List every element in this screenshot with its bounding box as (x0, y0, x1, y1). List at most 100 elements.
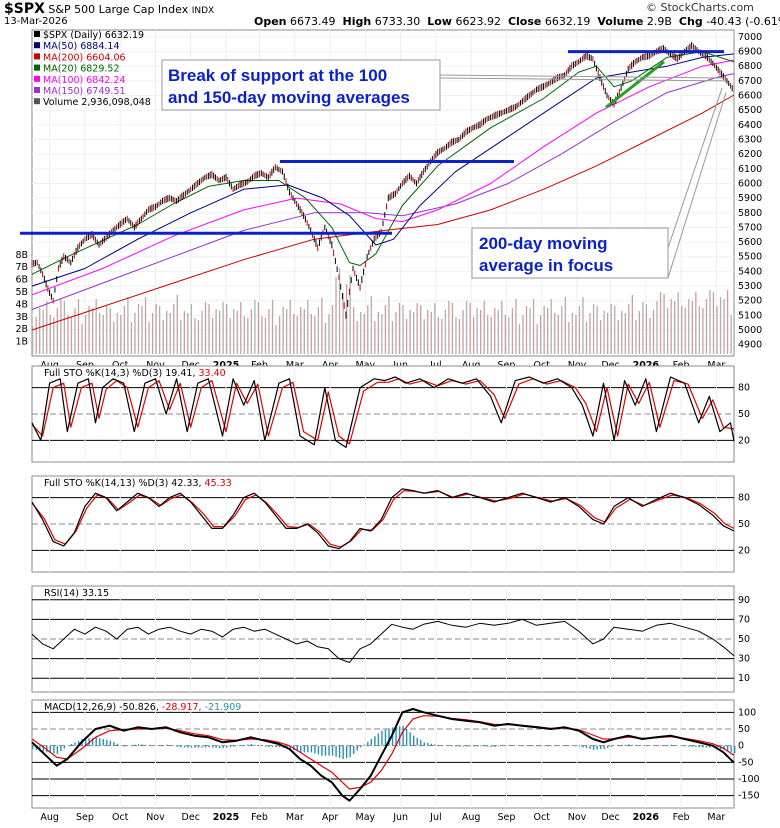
volume-bar (335, 277, 337, 354)
macd-macd_path (31, 708, 735, 802)
volume-bar (95, 299, 97, 354)
volume-bar (395, 312, 397, 354)
volume-bar (409, 310, 411, 354)
volume-bar (310, 314, 312, 354)
volume-bar (162, 320, 164, 354)
full-sto-14-13-y-tick-label: 80 (738, 493, 750, 504)
macd-histogram-bar (480, 745, 482, 747)
volume-bar (137, 304, 140, 354)
macd-histogram-bar (187, 745, 189, 748)
volume-bar (166, 311, 168, 354)
macd-histogram-bar (455, 745, 457, 747)
volume-bar (317, 307, 320, 354)
price-y-tick-label: 5200 (738, 296, 762, 307)
macd-histogram-bar (331, 745, 334, 756)
volume-bar (233, 309, 235, 354)
macd-x-tick-label: May (356, 812, 376, 823)
macd-histogram-bar (141, 744, 143, 746)
chg-label: Chg (678, 15, 703, 28)
macd-histogram-bar (367, 741, 369, 746)
volume-bar (508, 317, 510, 354)
volume-bar (144, 297, 147, 354)
volume-bar (705, 299, 708, 354)
legend-entry: Volume 2,936,098,048 (43, 97, 151, 108)
volume-bar (53, 317, 55, 354)
macd-histogram-bar (278, 745, 281, 748)
price-y-tick-label: 7000 (738, 32, 762, 43)
volume-bar (106, 306, 108, 354)
volume-bar (483, 301, 485, 354)
macd-histogram-bar (702, 745, 704, 748)
volume-bar (617, 320, 619, 354)
volume-bar (561, 306, 563, 354)
price-y-tick-label: 5300 (738, 281, 762, 292)
volume-bar (726, 290, 729, 354)
chart-date: 13-Mar-2026 (4, 16, 68, 27)
volume-bar (391, 321, 394, 354)
price-y-tick-label: 6100 (738, 164, 762, 175)
price-y-tick-label: 5000 (738, 325, 762, 336)
volume-bar (367, 305, 369, 354)
volume-bar (342, 293, 344, 354)
macd-histogram-bar (688, 745, 690, 747)
macd-histogram-bar (314, 745, 316, 754)
legend-swatch (34, 42, 40, 49)
macd-histogram-bar (99, 738, 101, 746)
ma20-line (31, 51, 735, 275)
volume-bar (278, 316, 281, 354)
volume-bar (211, 318, 214, 354)
macd-x-tick-label: Mar (707, 812, 725, 823)
open-value: 6673.49 (290, 15, 336, 28)
macd-histogram-bar (208, 745, 210, 748)
volume-bar (420, 305, 422, 354)
macd-histogram-bar (70, 744, 73, 746)
volume-bar (497, 310, 499, 354)
volume-bar (476, 308, 478, 354)
macd-histogram-bar (363, 744, 365, 746)
macd-histogram-bar (547, 745, 549, 747)
volume-bar (169, 313, 171, 354)
low-label: Low (427, 15, 452, 28)
volume-bar (208, 304, 210, 354)
macd-histogram-bar (430, 743, 433, 746)
macd-histogram-bar (268, 745, 270, 747)
annotation-200ma-line: 200-day moving (479, 234, 608, 253)
legend-swatch (34, 75, 40, 82)
volume-bar (109, 308, 111, 354)
rsi-y-tick-label: 50 (738, 634, 750, 645)
volume-bar (614, 306, 616, 354)
macd-histogram-bar (211, 745, 214, 748)
macd-histogram-bar (398, 726, 401, 746)
macd-histogram-bar (695, 745, 697, 748)
volume-bar (197, 320, 200, 354)
macd-histogram-bar (229, 745, 231, 748)
legend-swatch (34, 31, 40, 37)
volume-bar (264, 318, 267, 354)
volume-bar (603, 311, 605, 354)
volume-bar (638, 311, 641, 354)
macd-histogram-bar (582, 745, 584, 748)
macd-histogram-bar (222, 745, 224, 749)
macd-histogram-bar (487, 745, 489, 747)
macd-histogram-bar (183, 745, 186, 748)
macd-histogram-bar (289, 745, 291, 749)
legend-entry: MA(20) 6829.52 (43, 64, 120, 75)
volume-bar (691, 301, 693, 354)
legend-entry: MA(50) 6884.14 (43, 41, 120, 52)
macd-histogram-bar (218, 745, 221, 749)
macd-histogram-bar (458, 745, 461, 747)
macd-x-tick-label: Feb (673, 812, 690, 823)
volume-bar (494, 308, 496, 354)
macd-x-tick-label: Mar (286, 812, 304, 823)
macd-x-tick-label: Dec (182, 812, 200, 823)
volume-bar (130, 322, 133, 354)
volume-bar (522, 315, 524, 354)
macd-histogram-bar (74, 742, 76, 746)
macd-histogram-bar (204, 745, 207, 748)
macd-histogram-bar (476, 745, 478, 747)
volume-bar (698, 306, 701, 354)
macd-legend: MACD(12,26,9) -50.826, -28.917, -21.909 (44, 702, 241, 713)
macd-histogram-bar (539, 745, 542, 747)
volume-bar (32, 326, 34, 354)
